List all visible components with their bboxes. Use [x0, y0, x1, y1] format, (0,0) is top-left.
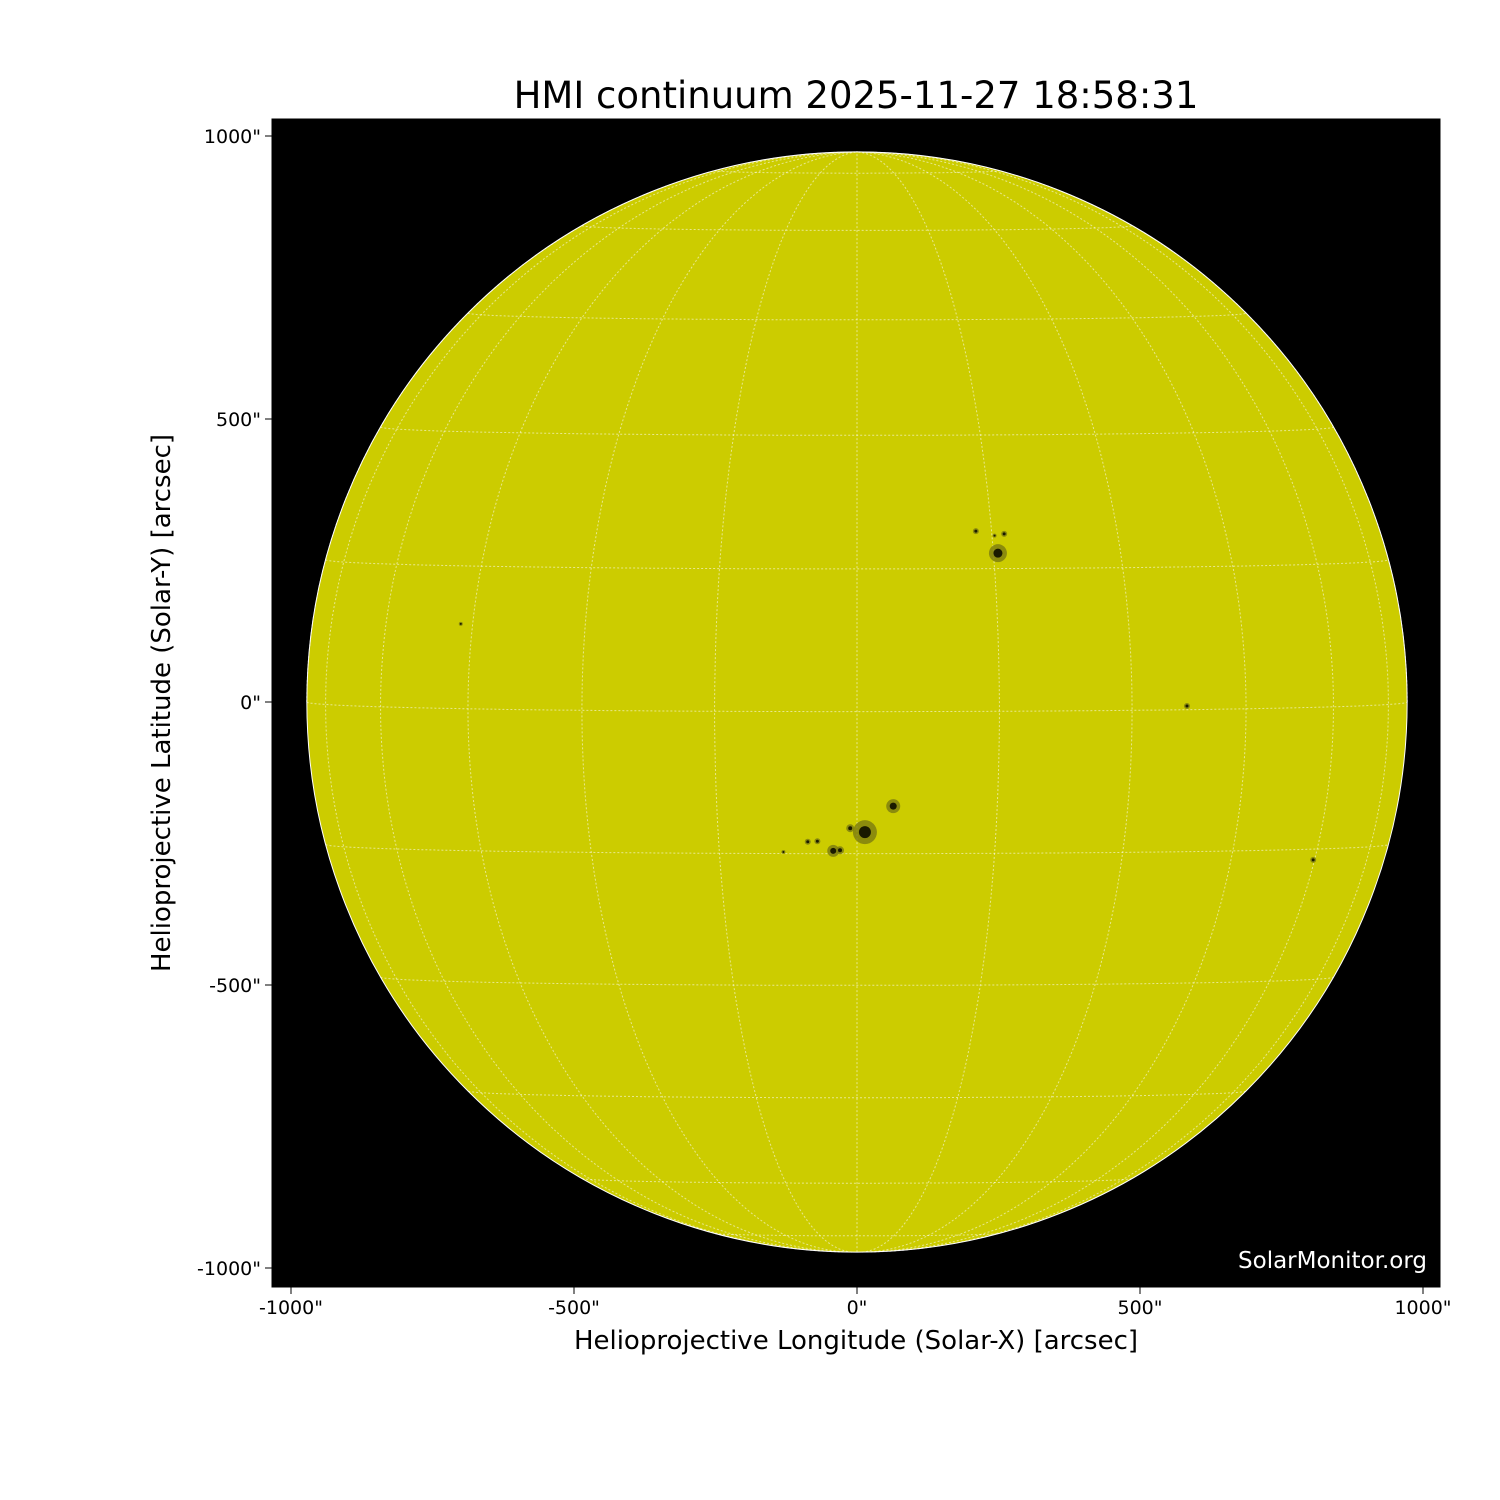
x-tick-label: 0" [847, 1297, 868, 1319]
sunspot-umbra [858, 826, 871, 839]
sunspot-umbra [782, 850, 785, 853]
sunspot-umbra [993, 548, 1003, 558]
latitude-line [581, 1178, 1133, 1184]
y-tick-label: 0" [240, 692, 261, 714]
sunspot-umbra [1185, 704, 1189, 708]
sunspot-umbra [848, 826, 853, 831]
y-tick-label: 1000" [204, 126, 261, 148]
sunspot-umbra [993, 534, 996, 537]
longitude-line [856, 151, 1247, 1253]
longitude-line [306, 151, 858, 703]
axes-frame [271, 118, 1441, 1288]
longitude-line [856, 151, 1389, 1252]
longitude-line [856, 151, 1334, 1253]
latitude-line [468, 1090, 1246, 1099]
longitude-line [325, 151, 858, 1252]
y-tick-label: -1000" [197, 1258, 261, 1280]
sunspot-umbra [974, 529, 978, 533]
y-tick-label: 500" [216, 409, 261, 431]
sunspot-umbra [1311, 858, 1315, 862]
longitude-line [581, 151, 858, 1253]
heliographic-grid [306, 151, 1408, 1253]
latitude-line [325, 559, 1389, 570]
longitude-line [856, 151, 1133, 1253]
sunspot-umbra [459, 622, 462, 625]
x-tick-label: 1000" [1394, 1297, 1451, 1319]
credit-watermark: SolarMonitor.org [1238, 1248, 1427, 1274]
sunspot-umbra [815, 839, 819, 843]
plot-title: HMI continuum 2025-11-27 18:58:31 [513, 74, 1199, 117]
x-tick-label: -1000" [259, 1297, 323, 1319]
sunspot-umbra [889, 802, 897, 810]
longitude-line [714, 151, 858, 1253]
longitude-line [856, 151, 1408, 703]
sunspot-umbra [830, 847, 837, 854]
x-tick-label: 500" [1117, 1297, 1162, 1319]
sunspot-umbra [1002, 532, 1006, 536]
sunspot-umbra [838, 848, 843, 853]
longitude-line [467, 151, 858, 1253]
x-axis-label: Helioprojective Longitude (Solar-X) [arc… [573, 1326, 1139, 1356]
latitude-line [380, 976, 1334, 986]
longitude-line [380, 151, 858, 1253]
y-tick-label: -500" [209, 975, 261, 997]
x-tick-label: -500" [548, 1297, 600, 1319]
sunspot-umbra [806, 840, 810, 844]
longitude-line [856, 151, 1000, 1253]
latitude-line [325, 844, 1389, 855]
sunspots [458, 528, 1317, 863]
y-axis-label: Helioprojective Latitude (Solar-Y) [arcs… [147, 433, 177, 973]
